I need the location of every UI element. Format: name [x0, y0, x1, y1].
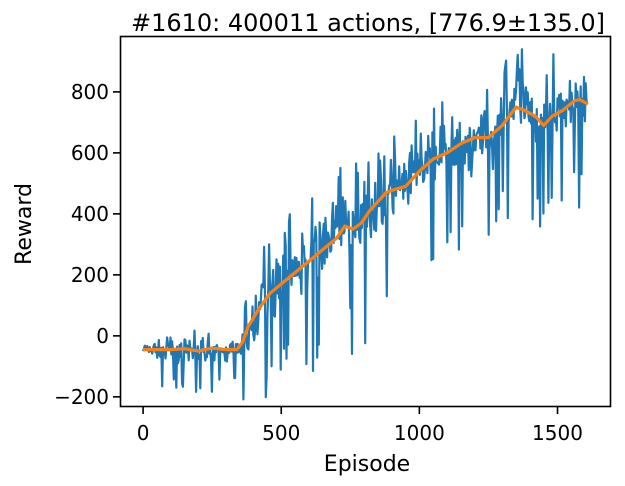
x-axis: 0 500 1000 1500	[137, 406, 583, 445]
y-tick-label: 400	[71, 202, 109, 226]
x-tick-label: 0	[137, 421, 150, 445]
y-tick-label: 200	[71, 263, 109, 287]
x-tick-label: 500	[262, 421, 300, 445]
y-tick-label: −200	[54, 385, 109, 409]
x-axis-label: Episode	[324, 452, 410, 477]
chart-title: #1610: 400011 actions, [776.9±135.0]	[131, 9, 605, 37]
plot-frame	[119, 35, 612, 408]
moving-average-line	[143, 97, 589, 353]
y-tick-label: 800	[71, 80, 109, 104]
raw-reward-line	[142, 48, 589, 401]
x-tick-label: 1000	[394, 421, 445, 445]
y-tick-label: 0	[96, 324, 109, 348]
x-tick-label: 1500	[532, 421, 583, 445]
plot-area	[142, 48, 589, 401]
y-axis: −200 0 200 400 600 800	[54, 80, 121, 409]
y-tick-label: 600	[71, 141, 109, 165]
y-axis-label: Reward	[12, 183, 37, 265]
